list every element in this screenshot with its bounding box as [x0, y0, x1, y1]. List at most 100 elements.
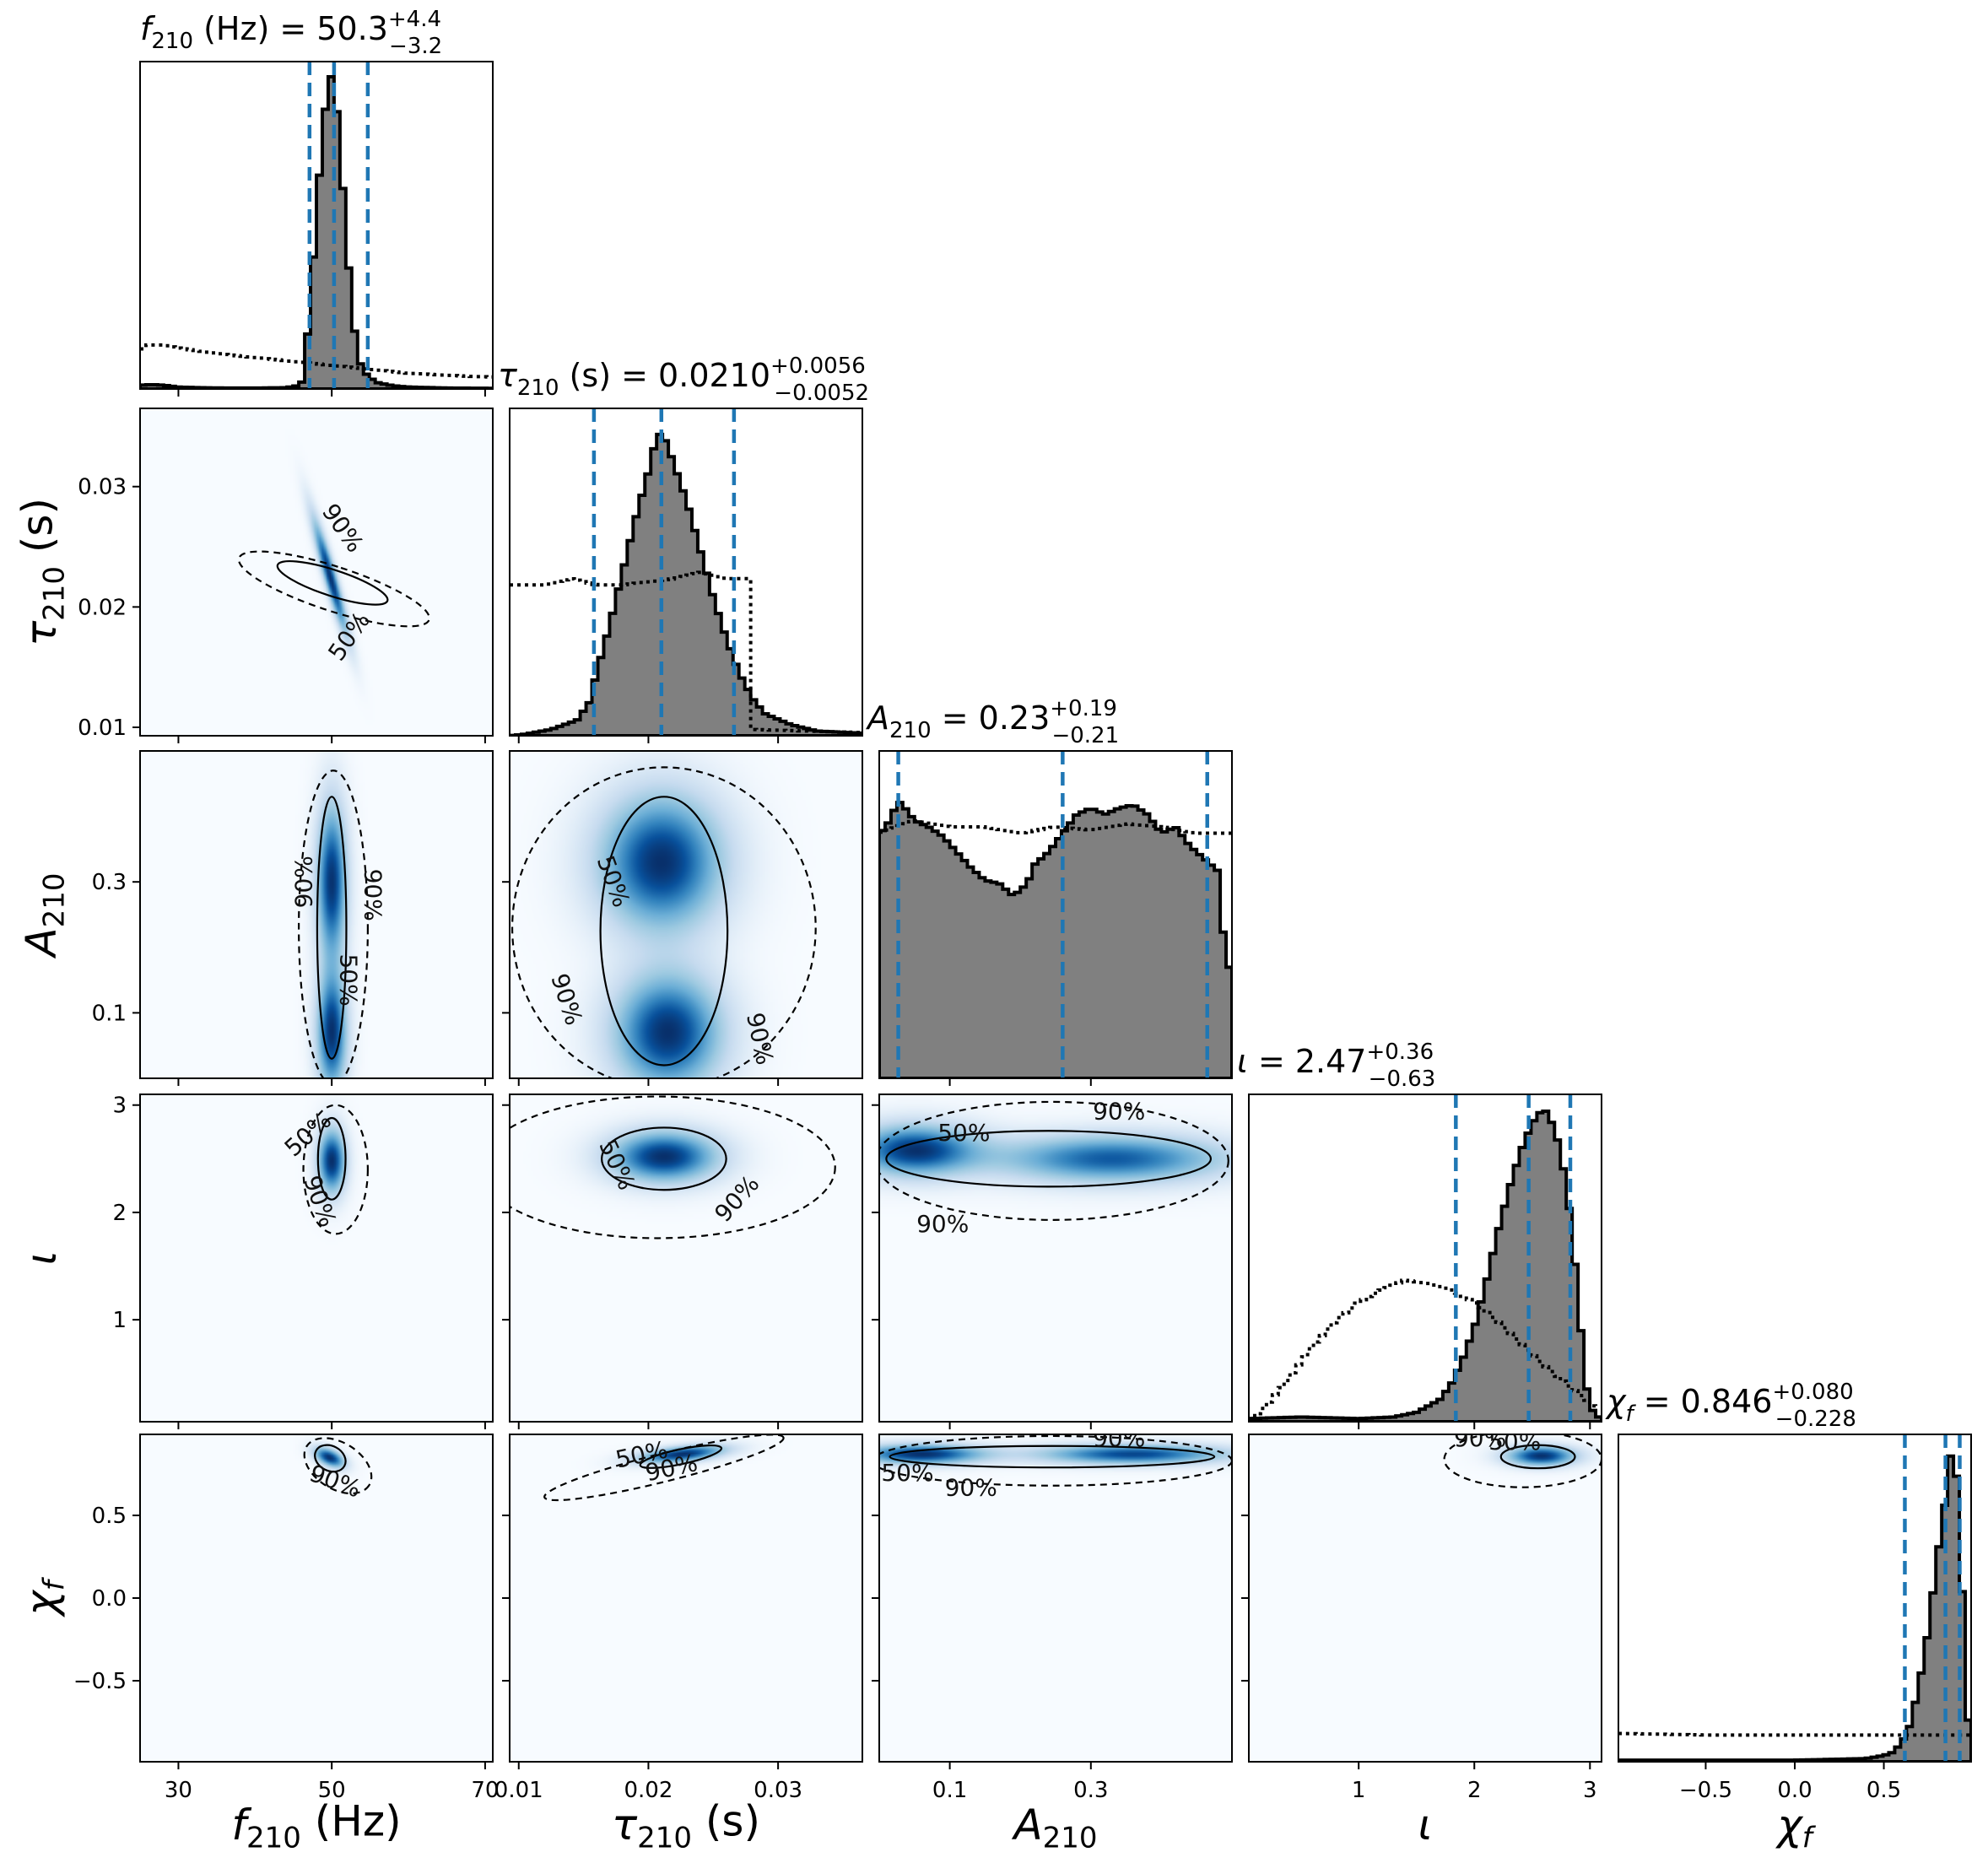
ticks-4-1: 0.01 0.02 0.03	[494, 1515, 802, 1803]
pair-frame	[139, 408, 494, 737]
diag-frame	[139, 61, 494, 390]
x-tick-label: 0.1	[932, 1778, 967, 1803]
contour-label: 50%	[937, 1119, 990, 1147]
contour-90	[879, 1100, 1229, 1221]
pair-content: 90%50%	[140, 408, 493, 736]
pair-content: 90%50%	[1249, 1424, 1602, 1762]
contour-label: 50%	[881, 1459, 933, 1487]
prior-histogram	[140, 343, 493, 379]
x-tick-label: 0.5	[1866, 1778, 1901, 1803]
contour-90	[543, 1434, 785, 1502]
diag-panel-f210: f210 (Hz) = 50.3+4.4−3.2	[139, 7, 494, 390]
pair-frame	[139, 1094, 494, 1423]
diag-frame	[509, 408, 863, 737]
y-axis-label-A210: A210	[17, 872, 72, 958]
posterior-histogram	[1249, 1109, 1602, 1422]
posterior-histogram	[510, 432, 862, 736]
diag-panel-A210: A210 = 0.23+0.19−0.21	[865, 696, 1233, 1079]
diag-title-minus-iota: −0.63	[1369, 1066, 1436, 1092]
diag-title-minus-A210: −0.21	[1051, 723, 1119, 748]
diag-title-minus-f210: −3.2	[389, 34, 442, 59]
density-map	[879, 1434, 1232, 1762]
density-map	[879, 1094, 1232, 1422]
x-axis-label-f210: f210 (Hz)	[231, 1797, 401, 1855]
diag-content	[1249, 1094, 1602, 1422]
y-tick-label: 0.1	[92, 1001, 127, 1026]
density-map	[140, 1094, 493, 1422]
density-map	[1249, 1434, 1602, 1762]
pair-content: 50%90%90%	[879, 1094, 1232, 1422]
pair-panel-f210-A210: 90% 90% 50%	[139, 750, 494, 1079]
pair-frame	[509, 1094, 863, 1423]
pair-content: 50%90%90%	[510, 751, 862, 1078]
density-map	[140, 1434, 493, 1762]
diag-title-f210: f210 (Hz) = 50.3+4.4	[140, 7, 441, 54]
contour-90	[298, 770, 369, 1078]
density-map	[510, 1434, 862, 1762]
contour-label: 90%	[1093, 1098, 1145, 1126]
x-tick-label: 0.03	[754, 1778, 802, 1803]
pair-frame	[139, 750, 494, 1079]
pair-frame	[878, 1094, 1233, 1423]
diag-content	[510, 408, 862, 736]
ticks-2-0: 0.1 0.3	[92, 870, 486, 1086]
contour-label: 90%	[1093, 1424, 1145, 1452]
y-axis-label-iota: ι	[17, 1251, 66, 1266]
y-tick-label: −0.5	[73, 1669, 127, 1694]
x-tick-label: 0.0	[1777, 1778, 1812, 1803]
diag-frame	[878, 750, 1233, 1079]
diag-content	[879, 751, 1232, 1078]
ticks-4-0: 30 50 70 −0.5 0.0 0.5	[73, 1504, 500, 1803]
x-tick-label: 0.01	[494, 1778, 543, 1803]
contour-50	[885, 1130, 1213, 1188]
contour-50	[1499, 1444, 1576, 1470]
pair-frame	[509, 750, 863, 1079]
diag-title-iota: ι = 2.47+0.36	[1237, 1040, 1434, 1080]
x-tick-label: 2	[1467, 1778, 1482, 1803]
pair-content: 50%90%	[510, 1434, 862, 1762]
diag-content	[1618, 1434, 1971, 1762]
contour-label: 90%	[289, 856, 317, 908]
prior-histogram	[1618, 1731, 1971, 1737]
diag-panel-tau210: τ210 (s) = 0.0210+0.0056−0.0052	[498, 354, 869, 737]
density-map	[140, 408, 493, 736]
x-tick-label: 1	[1352, 1778, 1366, 1803]
diag-title-minus-tau210: −0.0052	[774, 381, 869, 406]
x-axis-label-A210: A210	[1011, 1801, 1097, 1855]
contour-50	[601, 1126, 727, 1191]
ticks-4-3: 1 2 3	[1241, 1515, 1597, 1803]
y-tick-label: 2	[112, 1201, 127, 1226]
density-map	[510, 1094, 862, 1422]
y-tick-label: 3	[112, 1094, 127, 1119]
pair-panel-A210-chif: 50% 90% 90%	[878, 1424, 1233, 1763]
diag-title-minus-chif: −0.228	[1775, 1407, 1856, 1432]
y-tick-label: 0.0	[92, 1586, 127, 1612]
contour-50	[316, 796, 348, 1060]
pair-panel-f210-iota: 50%90%	[139, 1094, 494, 1423]
contour-90	[237, 550, 430, 628]
ticks-1-0: 0.01 0.02 0.03	[78, 475, 486, 743]
contour-label: 90%	[945, 1474, 997, 1502]
contour-50	[314, 1444, 347, 1473]
contour-50	[316, 1116, 347, 1201]
prior-histogram	[510, 570, 862, 735]
density-map	[510, 751, 862, 1078]
pair-panel-tau210-A210: 50%90%90%	[509, 750, 863, 1079]
diag-title-tau210: τ210 (s) = 0.0210+0.0056	[498, 354, 866, 401]
x-tick-label: 70	[471, 1778, 499, 1803]
ticks-4-2: 0.1 0.3	[872, 1515, 1108, 1803]
pair-panel-f210-chif: 90%	[139, 1434, 494, 1763]
pair-content: 90%	[140, 1434, 493, 1762]
y-tick-label: 0.02	[78, 595, 127, 620]
diag-content	[140, 62, 493, 389]
ticks-3-3	[1358, 1422, 1591, 1429]
pair-panel-tau210-chif: 50%90%	[509, 1434, 863, 1763]
contour-90	[510, 1095, 836, 1239]
x-tick-label: −0.5	[1679, 1778, 1732, 1803]
y-tick-label: 0.01	[78, 716, 127, 741]
contour-90	[303, 1437, 373, 1495]
x-axis-label-chif: χf	[1775, 1801, 1817, 1855]
contour-label: 90%	[1454, 1424, 1506, 1452]
